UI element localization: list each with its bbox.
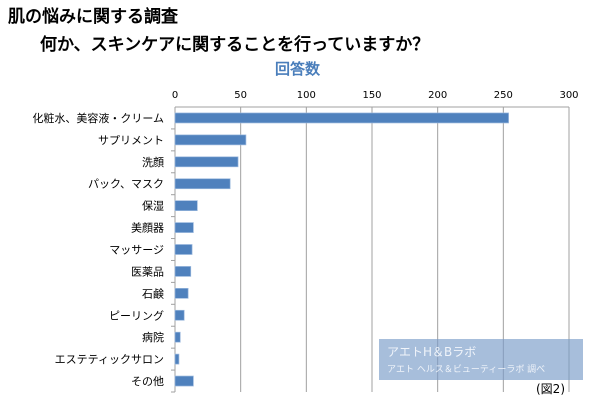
chart-subtitle: 回答数 bbox=[275, 60, 321, 78]
x-tick-label: 150 bbox=[362, 90, 381, 101]
x-tick-label: 0 bbox=[172, 90, 178, 101]
x-tick-label: 300 bbox=[559, 90, 578, 101]
figure-label: (図2) bbox=[536, 382, 565, 396]
bar bbox=[174, 112, 509, 124]
bar bbox=[174, 156, 239, 168]
bar bbox=[174, 134, 247, 146]
category-label: 洗顔 bbox=[142, 155, 164, 169]
x-tick-label: 200 bbox=[428, 90, 447, 101]
watermark-box: アエトH＆Bラボ アエト ヘルス＆ビューティーラボ 調べ bbox=[379, 339, 583, 380]
bar bbox=[174, 244, 193, 255]
bar bbox=[174, 287, 189, 299]
bar bbox=[174, 222, 194, 233]
category-label: 化粧水、美容液・クリーム bbox=[32, 111, 164, 125]
bar bbox=[174, 200, 198, 212]
category-label: 病院 bbox=[142, 330, 164, 344]
bar bbox=[174, 331, 181, 343]
category-label: 医薬品 bbox=[131, 265, 164, 278]
category-label: マッサージ bbox=[109, 244, 164, 257]
category-label: エステティックサロン bbox=[55, 353, 164, 366]
category-label: ピーリング bbox=[109, 308, 164, 322]
category-label: 石鹸 bbox=[142, 286, 164, 300]
bar bbox=[174, 266, 192, 277]
category-label: その他 bbox=[131, 375, 164, 388]
x-tick-label: 50 bbox=[234, 90, 247, 101]
chart-title-line2: 何か、スキンケアに関することを行っていますか？ bbox=[40, 35, 430, 55]
category-label: パック、マスク bbox=[88, 178, 164, 191]
bar bbox=[174, 178, 231, 190]
category-label: 保湿 bbox=[142, 199, 164, 213]
bar bbox=[174, 375, 194, 387]
watermark-line2: アエト ヘルス＆ビューティーラボ 調べ bbox=[387, 365, 546, 375]
bar bbox=[174, 353, 180, 365]
chart-title-line1: 肌の悩みに関する調査 bbox=[8, 7, 178, 27]
category-label: 美顔器 bbox=[131, 221, 164, 235]
x-tick-label: 250 bbox=[494, 90, 513, 101]
watermark-line1: アエトH＆Bラボ bbox=[387, 345, 477, 359]
bar bbox=[174, 309, 185, 321]
category-label: サプリメント bbox=[98, 134, 164, 147]
x-tick-label: 100 bbox=[297, 90, 316, 101]
